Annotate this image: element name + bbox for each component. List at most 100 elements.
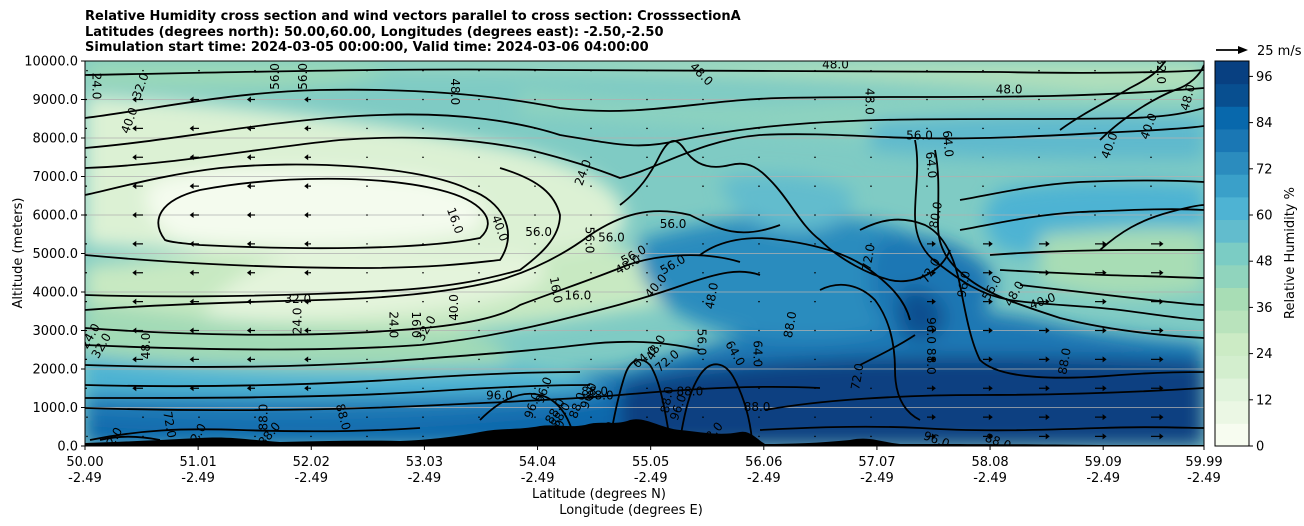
contour-label: 24.0 bbox=[90, 73, 104, 100]
wind-vector-dot bbox=[142, 69, 144, 72]
wind-vector-dot bbox=[870, 358, 872, 361]
wind-vector-dot bbox=[478, 185, 480, 187]
colorbar-tick-label: 84 bbox=[1256, 116, 1273, 131]
contour-label: 48.0 bbox=[863, 88, 877, 115]
wind-vector-dot bbox=[478, 387, 480, 390]
wind-vector-head bbox=[132, 356, 137, 363]
colorbar-segment bbox=[1215, 219, 1249, 243]
wind-vector-dot bbox=[310, 69, 312, 72]
wind-vector-head bbox=[1045, 385, 1050, 392]
wind-vector-dot bbox=[814, 358, 816, 361]
wind-vector-dot bbox=[926, 185, 928, 187]
wind-vector-head bbox=[246, 183, 251, 190]
wind-vector-dot bbox=[310, 435, 312, 438]
contour-label: 88.0 bbox=[924, 348, 938, 375]
wind-vector-head bbox=[988, 298, 993, 305]
wind-vector-head bbox=[189, 356, 194, 363]
wind-vector-dot bbox=[422, 214, 424, 216]
chart-title: Relative Humidity cross section and wind… bbox=[85, 9, 741, 56]
colorbar-tick-label: 48 bbox=[1256, 255, 1273, 270]
wind-vector-dot bbox=[254, 416, 256, 418]
wind-vector-head bbox=[988, 414, 993, 421]
wind-vector-head bbox=[1045, 240, 1050, 247]
wind-vector-dot bbox=[982, 69, 984, 72]
contour-label: 96.0 bbox=[486, 388, 513, 402]
wind-vector-dot bbox=[422, 185, 424, 187]
wind-vector-head bbox=[75, 356, 79, 362]
wind-vector-head bbox=[1045, 356, 1050, 363]
wind-vector-dot bbox=[534, 214, 536, 216]
wind-vector-dot bbox=[702, 69, 704, 72]
wind-vector-dot bbox=[198, 435, 200, 438]
wind-vector-head bbox=[75, 154, 79, 160]
wind-vector-dot bbox=[422, 69, 424, 72]
wind-vector-head bbox=[189, 385, 194, 392]
y-tick-label: 5000.0 bbox=[33, 247, 79, 262]
wind-vector-dot bbox=[590, 358, 592, 361]
wind-vector-dot bbox=[646, 300, 648, 303]
x-tick-label-longitude: -2.49 bbox=[68, 471, 102, 486]
wind-vector-dot bbox=[590, 127, 592, 130]
contour-label: 64.0 bbox=[923, 151, 939, 179]
wind-vector-dot bbox=[254, 435, 256, 438]
wind-vector-dot bbox=[814, 243, 816, 245]
x-tick-label-longitude: -2.49 bbox=[1187, 471, 1221, 486]
wind-vector-dot bbox=[646, 329, 648, 332]
wind-vector-dot bbox=[870, 243, 872, 245]
wind-vector-head bbox=[304, 96, 309, 103]
wind-vector-head bbox=[1102, 356, 1107, 363]
x-axis-label-longitude: Longitude (degrees E) bbox=[559, 503, 703, 518]
contour-label: 88.0 bbox=[658, 385, 676, 414]
wind-vector-dot bbox=[534, 358, 536, 361]
x-tick-label-latitude: 54.04 bbox=[519, 455, 556, 470]
x-tick-label-longitude: -2.49 bbox=[408, 471, 442, 486]
wind-vector-head bbox=[988, 269, 993, 276]
wind-vector-dot bbox=[702, 127, 704, 130]
contour-label: 88.0 bbox=[1055, 347, 1073, 376]
wind-vector-dot bbox=[254, 69, 256, 72]
wind-vector-head bbox=[246, 298, 251, 305]
wind-vector-dot bbox=[870, 156, 872, 159]
wind-vector-head bbox=[1159, 433, 1164, 440]
wind-vector-dot bbox=[646, 185, 648, 187]
wind-vector-dot bbox=[422, 271, 424, 274]
colorbar-segment bbox=[1215, 61, 1249, 85]
wind-vector-dot bbox=[646, 156, 648, 159]
colorbar-tick-label: 96 bbox=[1256, 70, 1273, 85]
wind-vector-dot bbox=[758, 271, 760, 274]
wind-vector-head bbox=[304, 183, 309, 190]
wind-vector-dot bbox=[758, 300, 760, 303]
wind-vector-dot bbox=[366, 69, 368, 72]
wind-vector-dot bbox=[814, 127, 816, 130]
wind-vector-dot bbox=[366, 214, 368, 216]
y-tick-label: 7000.0 bbox=[33, 170, 79, 185]
wind-vector-dot bbox=[1094, 127, 1096, 130]
wind-vector-dot bbox=[646, 271, 648, 274]
wind-vector-dot bbox=[982, 156, 984, 159]
colorbar-segment bbox=[1215, 151, 1249, 175]
wind-vector-dot bbox=[702, 329, 704, 332]
x-tick-label-latitude: 58.08 bbox=[971, 455, 1008, 470]
wind-vector-head bbox=[1102, 327, 1107, 334]
wind-vector-head bbox=[189, 212, 194, 218]
colorbar-label: Relative Humidity % bbox=[1283, 187, 1298, 319]
wind-vector-dot bbox=[590, 416, 592, 418]
wind-vector-dot bbox=[702, 214, 704, 216]
contour-label: 88.0 bbox=[587, 388, 614, 402]
wind-vector-dot bbox=[366, 127, 368, 130]
wind-vector-dot bbox=[366, 271, 368, 274]
contour-label: 72.0 bbox=[859, 243, 877, 272]
colorbar-segment bbox=[1215, 196, 1249, 221]
colorbar-tick-label: 72 bbox=[1256, 162, 1273, 177]
y-axis: 0.0 1000.0 2000.0 3000.0 4000.0 5000.0 6000.0 7… bbox=[24, 55, 85, 455]
title-line-3: Simulation start time: 2024-03-05 00:00:… bbox=[85, 40, 649, 55]
contour-label: 88.0 bbox=[677, 385, 704, 399]
wind-vector-head bbox=[931, 298, 936, 305]
wind-vector-dot bbox=[422, 416, 424, 418]
wind-vector-head bbox=[189, 240, 194, 247]
wind-key: 25 m/s bbox=[1216, 44, 1302, 59]
x-tick-label-latitude: 51.01 bbox=[180, 455, 217, 470]
wind-vector-dot bbox=[814, 271, 816, 274]
y-tick-label: 3000.0 bbox=[33, 324, 79, 339]
